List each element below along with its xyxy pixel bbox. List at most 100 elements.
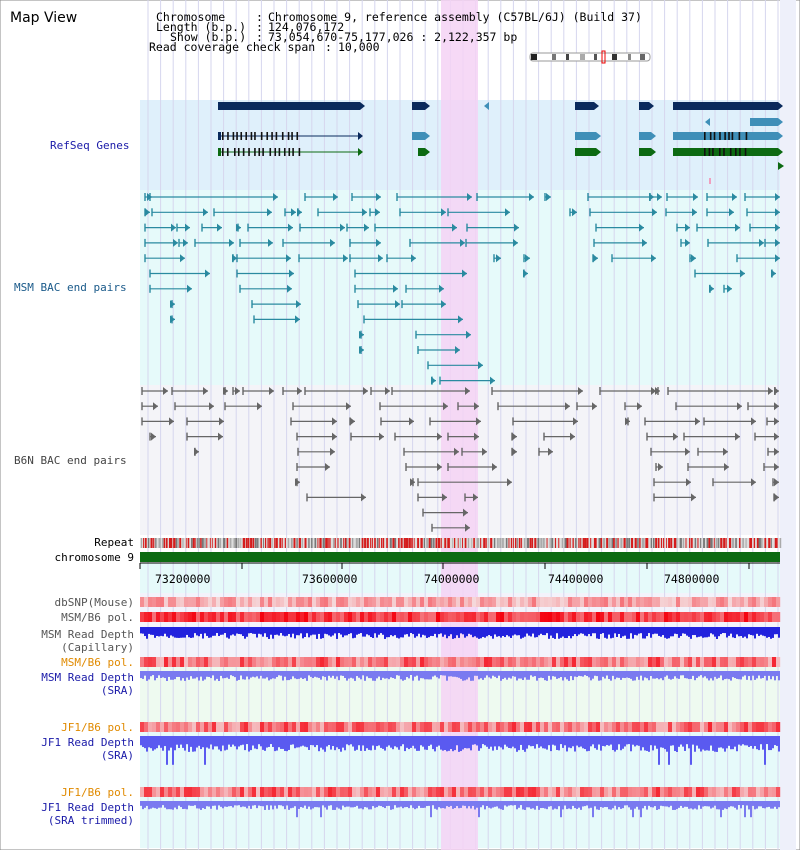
jf1-b6-pol-trim-cell bbox=[600, 787, 605, 797]
msm-depth-sra-bar bbox=[228, 671, 230, 679]
msm-depth-sra-bar bbox=[672, 671, 674, 679]
gene-exon bbox=[292, 148, 294, 156]
jf1-b6-pol-trim-cell bbox=[644, 787, 649, 797]
jf1-depth-trim-bar bbox=[418, 801, 420, 806]
msm-depth-capillary-bar bbox=[664, 627, 666, 638]
b6n-bac-pair-end bbox=[774, 387, 779, 395]
msm-depth-capillary-bar bbox=[626, 627, 628, 639]
jf1-depth-sra-bar bbox=[622, 736, 624, 749]
jf1-depth-sra-bar bbox=[284, 736, 286, 751]
jf1-depth-sra-bar bbox=[374, 736, 376, 750]
track-label-jf1-depth-sra-line2: (SRA) bbox=[100, 749, 134, 762]
jf1-depth-trim-bar bbox=[560, 801, 562, 818]
jf1-depth-trim-bar bbox=[332, 801, 334, 810]
repeat-element bbox=[512, 538, 514, 548]
jf1-b6-pol-trim-cell bbox=[520, 787, 525, 797]
jf1-depth-sra-bar bbox=[392, 736, 394, 750]
gene-arrow bbox=[651, 148, 656, 156]
jf1-depth-trim-bar bbox=[774, 801, 776, 807]
jf1-depth-trim-bar bbox=[228, 801, 230, 807]
dbsnp-cell bbox=[344, 597, 349, 607]
b6n-bac-pair-end bbox=[476, 417, 481, 426]
repeat-element bbox=[177, 538, 179, 548]
msm-b6-pol-sra-cell bbox=[484, 657, 489, 667]
jf1-b6-pol-trim-cell bbox=[612, 787, 617, 797]
msm-depth-capillary-bar bbox=[420, 627, 422, 638]
repeat-element bbox=[182, 538, 184, 548]
jf1-depth-sra-bar bbox=[550, 736, 552, 752]
dbsnp-cell bbox=[332, 597, 337, 607]
msm-depth-capillary-bar bbox=[672, 627, 674, 637]
repeat-element bbox=[408, 538, 411, 548]
jf1-b6-pol-trim-cell bbox=[720, 787, 725, 797]
repeat-element bbox=[689, 538, 691, 548]
jf1-b6-pol-cell bbox=[176, 722, 181, 732]
msm-depth-capillary-bar bbox=[604, 627, 606, 638]
dbsnp-cell bbox=[632, 597, 637, 607]
repeat-element bbox=[201, 538, 204, 548]
msm-b6-pol-sra-cell bbox=[152, 657, 157, 667]
jf1-depth-trim-bar bbox=[314, 801, 316, 808]
dbsnp-cell bbox=[532, 597, 537, 607]
jf1-b6-pol-trim-cell bbox=[176, 787, 181, 797]
jf1-depth-sra-bar bbox=[244, 736, 246, 751]
axis-tick-label: 74800000 bbox=[664, 572, 720, 586]
msm-depth-capillary-bar bbox=[156, 627, 158, 636]
jf1-depth-sra-bar bbox=[344, 736, 346, 751]
jf1-b6-pol-cell bbox=[256, 722, 261, 732]
msm-depth-sra-bar bbox=[192, 671, 194, 679]
repeat-element bbox=[617, 538, 619, 548]
msm-depth-capillary-bar bbox=[414, 627, 416, 638]
msm-depth-capillary-bar bbox=[450, 627, 452, 635]
jf1-depth-trim-bar bbox=[146, 801, 148, 806]
repeat-element bbox=[647, 538, 649, 548]
msm-depth-sra-bar bbox=[276, 671, 278, 678]
msm-b6-pol-sra-cell bbox=[600, 657, 605, 667]
repeat-element bbox=[575, 538, 577, 548]
repeat-element bbox=[191, 538, 193, 548]
jf1-depth-trim-bar bbox=[326, 801, 328, 810]
track-label-refseq[interactable]: RefSeq Genes bbox=[50, 139, 130, 152]
msm-b6-pol-cell bbox=[200, 612, 205, 622]
repeat-element bbox=[462, 538, 463, 548]
msm-depth-capillary-bar bbox=[142, 627, 144, 634]
jf1-depth-sra-bar bbox=[268, 736, 270, 747]
dbsnp-cell bbox=[372, 597, 377, 607]
msm-b6-pol-sra-cell bbox=[684, 657, 689, 667]
msm-b6-pol-cell bbox=[468, 612, 473, 622]
track-label-b6n-bac[interactable]: B6N BAC end pairs bbox=[14, 454, 127, 467]
jf1-depth-sra-bar bbox=[388, 736, 390, 746]
jf1-b6-pol-trim-cell bbox=[348, 787, 353, 797]
msm-depth-capillary-bar bbox=[140, 627, 142, 634]
msm-depth-sra-bar bbox=[690, 671, 692, 679]
dbsnp-cell bbox=[280, 597, 285, 607]
jf1-depth-sra-bar bbox=[280, 736, 282, 749]
jf1-b6-pol-cell bbox=[640, 722, 645, 732]
jf1-b6-pol-trim-cell bbox=[444, 787, 449, 797]
jf1-b6-pol-trim-cell bbox=[472, 787, 477, 797]
msm-depth-sra-bar bbox=[268, 671, 270, 681]
repeat-element bbox=[141, 538, 143, 548]
msm-depth-sra-bar bbox=[278, 671, 280, 676]
track-label-msm-bac[interactable]: MSM BAC end pairs bbox=[14, 281, 127, 294]
msm-depth-sra-bar bbox=[460, 671, 462, 679]
repeat-element bbox=[641, 538, 645, 548]
msm-depth-capillary-bar bbox=[372, 627, 374, 639]
jf1-depth-sra-bar bbox=[146, 736, 148, 752]
repeat-element bbox=[361, 538, 364, 548]
msm-bac-pair-end bbox=[411, 254, 416, 263]
read-depth-tracks bbox=[140, 627, 780, 818]
dbsnp-cell bbox=[288, 597, 293, 607]
jf1-b6-pol-cell bbox=[420, 722, 425, 732]
msm-b6-pol-cell bbox=[352, 612, 357, 622]
msm-bac-pair-end bbox=[183, 238, 188, 247]
jf1-depth-trim-bar bbox=[148, 801, 150, 810]
msm-depth-capillary-bar bbox=[392, 627, 394, 637]
msm-bac-pair-end bbox=[775, 193, 780, 201]
dbsnp-cell bbox=[736, 597, 741, 607]
dbsnp-cell bbox=[688, 597, 693, 607]
msm-depth-sra-bar bbox=[610, 671, 612, 681]
b6n-bac-pair-end bbox=[578, 387, 583, 395]
